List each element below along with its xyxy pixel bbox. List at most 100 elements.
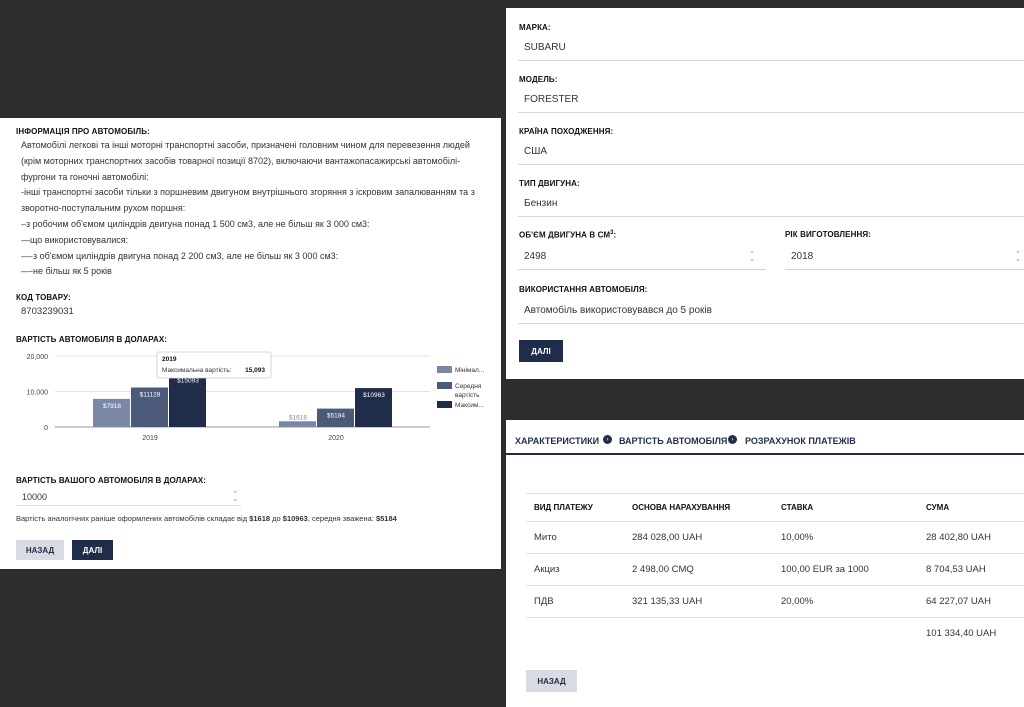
brand-label: МАРКА: xyxy=(519,23,551,32)
legend-label-line: вартість xyxy=(455,391,480,399)
cell-type: Акциз xyxy=(526,553,624,586)
back-button[interactable]: НАЗАД xyxy=(526,670,577,692)
header-base: ОСНОВА НАРАХУВАННЯ xyxy=(624,493,773,522)
back-button[interactable]: НАЗАД xyxy=(16,540,64,560)
legend-swatch xyxy=(437,401,452,408)
year-input[interactable]: 2018 ⌃ ⌄ xyxy=(785,244,1024,270)
x-tick-label: 2020 xyxy=(328,435,344,442)
y-tick-label: 10,000 xyxy=(27,390,49,397)
chevron-right-icon: › xyxy=(728,435,737,444)
table-row: ПДВ 321 135,33 UAH 20,00% 64 227,07 UAH xyxy=(526,585,1024,618)
code-label: КОД ТОВАРУ: xyxy=(16,293,71,302)
table-header-row: ВИД ПЛАТЕЖУ ОСНОВА НАРАХУВАННЯ СТАВКА СУ… xyxy=(526,493,1024,522)
bar xyxy=(93,398,130,427)
usage-field[interactable]: Автомобіль використовувався до 5 років xyxy=(518,298,1024,324)
header-sum: СУМА xyxy=(918,493,1024,522)
model-label: МОДЕЛЬ: xyxy=(519,75,558,84)
breadcrumb-characteristics[interactable]: ХАРАКТЕРИСТИКИ xyxy=(515,436,600,446)
vehicle-characteristics-panel: МАРКА: SUBARU МОДЕЛЬ: FORESTER КРАЇНА ПО… xyxy=(506,8,1024,379)
stepper-icon[interactable]: ⌃ ⌄ xyxy=(232,491,238,503)
tooltip-label: Максимальна вартість: xyxy=(162,366,232,374)
bar xyxy=(355,388,392,427)
country-field[interactable]: США xyxy=(518,139,1024,165)
your-value-input[interactable]: 10000 ⌃ ⌄ xyxy=(16,489,241,506)
cell-sum: 64 227,07 UAH xyxy=(918,585,1024,618)
payments-table: ВИД ПЛАТЕЖУ ОСНОВА НАРАХУВАННЯ СТАВКА СУ… xyxy=(526,493,1024,650)
payments-panel: ХАРАКТЕРИСТИКИ › ВАРТІСТЬ АВТОМОБІЛЯ › Р… xyxy=(506,420,1024,707)
total-sum: 101 334,40 UAH xyxy=(926,628,997,640)
cell-rate: 100,00 EUR за 1000 xyxy=(773,553,918,586)
legend-label: Середня вартість xyxy=(455,383,482,399)
next-button[interactable]: ДАЛІ xyxy=(72,540,113,560)
stepper-icon[interactable]: ⌃ ⌄ xyxy=(749,251,755,263)
cell-empty xyxy=(773,618,918,650)
data-label: $10963 xyxy=(363,392,385,399)
cost-chart: 20,000 10,000 0 $7918 $11128 $15093 2019 $1618 $… xyxy=(27,351,484,442)
legend-swatch xyxy=(437,382,452,389)
model-field[interactable]: FORESTER xyxy=(518,87,1024,113)
cell-rate: 10,00% xyxy=(773,521,918,554)
price-note: Вартість аналогічних раніше оформлених а… xyxy=(16,514,397,523)
stepper-icon[interactable]: ⌃ ⌄ xyxy=(1015,251,1021,263)
usage-label: ВИКОРИСТАННЯ АВТОМОБІЛЯ: xyxy=(519,285,648,294)
note-avg: $5184 xyxy=(375,514,397,523)
cell-base: 284 028,00 UAH xyxy=(624,521,773,554)
bar xyxy=(169,373,206,427)
data-label: $15093 xyxy=(177,377,199,384)
y-tick-label: 20,000 xyxy=(27,354,49,361)
usage-value: Автомобіль використовувався до 5 років xyxy=(524,305,712,316)
description-line: —-не більш як 5 років xyxy=(21,266,112,277)
note-min: $1618 xyxy=(249,514,271,523)
x-tick-label: 2019 xyxy=(142,435,158,442)
header-type: ВИД ПЛАТЕЖУ xyxy=(526,493,624,522)
code-value: 8703239031 xyxy=(21,306,74,317)
data-label: $1618 xyxy=(289,414,307,421)
engine-volume-label-text: ОБ'ЄМ ДВИГУНА В СМ xyxy=(519,230,611,240)
engine-volume-colon: : xyxy=(613,230,617,240)
breadcrumb-vehicle-cost[interactable]: ВАРТІСТЬ АВТОМОБІЛЯ xyxy=(619,436,728,446)
cell-sum: 8 704,53 UAH xyxy=(918,553,1024,586)
cell-type: Мито xyxy=(526,521,624,554)
bar xyxy=(317,408,354,427)
note-avg-prefix: , середня зважена: xyxy=(307,514,374,523)
year-value: 2018 xyxy=(791,251,814,262)
country-value: США xyxy=(524,146,548,157)
next-button[interactable]: ДАЛІ xyxy=(519,340,563,362)
engine-volume-value: 2498 xyxy=(524,251,547,262)
description-line: —-з об'ємом циліндрів двигуна понад 2 20… xyxy=(21,250,339,261)
description-line: Автомобілі легкові та інші моторні транс… xyxy=(21,140,470,150)
description-line: фургони та гоночні автомобілі: xyxy=(21,171,149,182)
brand-value: SUBARU xyxy=(524,42,566,53)
bar xyxy=(131,387,168,427)
vehicle-description: Автомобілі легкові та інші моторні транс… xyxy=(21,138,496,280)
note-max: $10963 xyxy=(282,514,308,523)
info-label: ІНФОРМАЦІЯ ПРО АВТОМОБІЛЬ: xyxy=(16,127,150,136)
description-line: –з робочим об'ємом циліндрів двигуна пон… xyxy=(21,218,370,229)
cell-base: 2 498,00 CMQ xyxy=(624,553,773,586)
note-mid: до xyxy=(272,514,281,523)
country-label: КРАЇНА ПОХОДЖЕННЯ: xyxy=(519,127,614,136)
tooltip-title: 2019 xyxy=(162,356,177,363)
brand-field[interactable]: SUBARU xyxy=(518,35,1024,61)
description-line: -інші транспортні засоби тільки з поршне… xyxy=(21,187,475,198)
data-label: $7918 xyxy=(103,403,121,410)
legend-label: Мінімал... xyxy=(455,366,484,374)
breadcrumb-payments[interactable]: РОЗРАХУНОК ПЛАТЕЖІВ xyxy=(745,436,856,446)
bar xyxy=(279,421,316,427)
engine-volume-input[interactable]: 2498 ⌃ ⌄ xyxy=(518,244,766,270)
data-label: $11128 xyxy=(140,391,161,398)
table-row: Мито 284 028,00 UAH 10,00% 28 402,80 UAH xyxy=(526,521,1024,554)
cell-empty xyxy=(624,618,773,650)
description-line: —що використовувалися: xyxy=(21,234,129,245)
engine-type-field[interactable]: Бензин xyxy=(518,191,1024,217)
total-row: 101 334,40 UAH xyxy=(526,618,1024,650)
tooltip-value: 15,093 xyxy=(245,367,265,374)
cell-rate: 20,00% xyxy=(773,585,918,618)
chart-label: ВАРТІСТЬ АВТОМОБІЛЯ В ДОЛАРАХ: xyxy=(16,335,168,344)
cell-empty xyxy=(526,618,624,650)
description-line: (крім моторних транспортних засобів това… xyxy=(21,155,461,166)
your-value-text: 10000 xyxy=(22,492,48,502)
legend-label-line: Середня xyxy=(455,383,482,390)
y-tick-label: 0 xyxy=(44,425,48,432)
engine-type-value: Бензин xyxy=(524,198,558,209)
